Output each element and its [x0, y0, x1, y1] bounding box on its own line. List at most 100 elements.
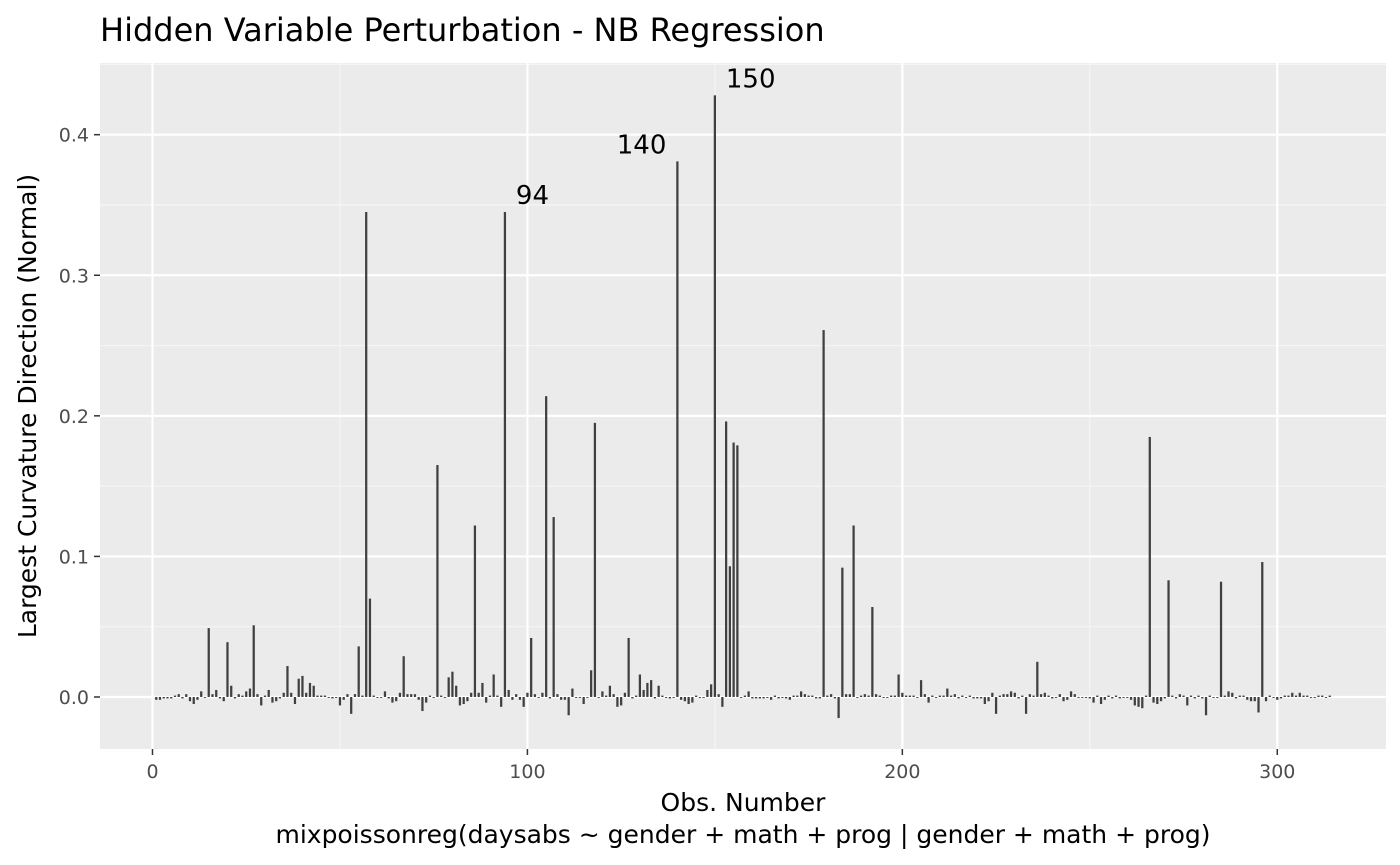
bar	[211, 694, 214, 697]
bar	[754, 696, 758, 699]
bar	[706, 689, 709, 697]
bar	[320, 695, 323, 697]
bar	[605, 695, 608, 697]
x-tick-label: 200	[884, 761, 920, 783]
bar	[230, 685, 233, 697]
bar	[560, 696, 563, 700]
bar	[683, 696, 687, 702]
bar	[575, 696, 578, 698]
bar	[200, 691, 203, 697]
bar	[503, 212, 507, 697]
bar	[353, 694, 357, 697]
bar	[1272, 696, 1275, 698]
bar	[207, 628, 210, 697]
bar	[886, 696, 889, 698]
bar	[365, 212, 368, 697]
bar	[500, 696, 503, 707]
bar	[623, 692, 627, 697]
bar	[766, 696, 769, 698]
bar	[728, 566, 732, 697]
bar	[177, 694, 180, 697]
bar	[533, 694, 537, 697]
bar	[796, 695, 799, 697]
bar	[826, 695, 829, 697]
bar	[916, 696, 919, 698]
bar	[1204, 696, 1208, 716]
bar	[571, 688, 574, 697]
bar	[586, 696, 589, 698]
bar	[1047, 695, 1050, 697]
bar	[1287, 695, 1290, 697]
bar	[1268, 695, 1271, 697]
bar	[893, 695, 896, 697]
bar	[170, 696, 173, 699]
bar	[1242, 695, 1245, 697]
bar	[668, 696, 672, 699]
bar	[1208, 695, 1211, 697]
bar	[222, 696, 225, 702]
bar	[889, 695, 893, 697]
bar	[1137, 696, 1140, 707]
bar	[784, 696, 788, 699]
bar	[1013, 692, 1016, 697]
bar	[769, 696, 773, 700]
bar	[361, 695, 364, 697]
bar	[934, 696, 938, 698]
x-axis-title: Obs. Number	[661, 788, 827, 817]
bar	[567, 696, 570, 716]
bar	[672, 696, 675, 698]
bar	[578, 696, 582, 698]
bar	[1092, 696, 1095, 703]
bar	[1084, 696, 1088, 698]
y-tick-label: 0.0	[59, 687, 89, 709]
bar	[848, 694, 851, 697]
bar	[631, 696, 634, 699]
bar	[406, 694, 409, 697]
bar	[998, 695, 1001, 697]
bar	[991, 692, 994, 697]
bar	[976, 696, 979, 699]
bar	[485, 696, 488, 703]
bar	[496, 695, 499, 697]
bar	[1062, 696, 1065, 702]
bar	[710, 684, 713, 697]
bar	[526, 692, 529, 697]
bar	[717, 694, 720, 697]
bar	[612, 694, 615, 697]
bar	[443, 696, 447, 698]
bar	[563, 696, 567, 700]
bar	[627, 637, 630, 697]
bar	[188, 696, 192, 702]
bar	[248, 688, 252, 697]
bar	[743, 695, 746, 697]
bar	[1174, 696, 1178, 699]
bar	[972, 696, 975, 699]
bar	[1088, 696, 1091, 699]
bar	[882, 696, 885, 698]
bar	[158, 696, 162, 700]
bar	[856, 696, 859, 698]
bar	[1126, 696, 1129, 698]
bar	[166, 696, 169, 699]
bar	[1193, 696, 1196, 699]
y-tick-label: 0.4	[59, 125, 89, 147]
bar	[657, 685, 660, 697]
bar	[953, 694, 956, 697]
bar	[901, 692, 904, 697]
bar	[1036, 661, 1039, 697]
bar	[376, 696, 379, 698]
bar	[245, 691, 248, 697]
bar	[1122, 696, 1125, 698]
bar	[470, 692, 473, 697]
bar	[1107, 695, 1110, 697]
x-tick-label: 0	[146, 761, 158, 783]
bar	[331, 696, 334, 699]
plot-panel	[100, 63, 1386, 749]
bar	[203, 696, 207, 698]
bar	[548, 696, 552, 699]
bar	[492, 674, 495, 697]
bar	[398, 692, 402, 697]
bar	[799, 691, 803, 697]
bar	[323, 695, 327, 697]
bar	[987, 696, 990, 702]
